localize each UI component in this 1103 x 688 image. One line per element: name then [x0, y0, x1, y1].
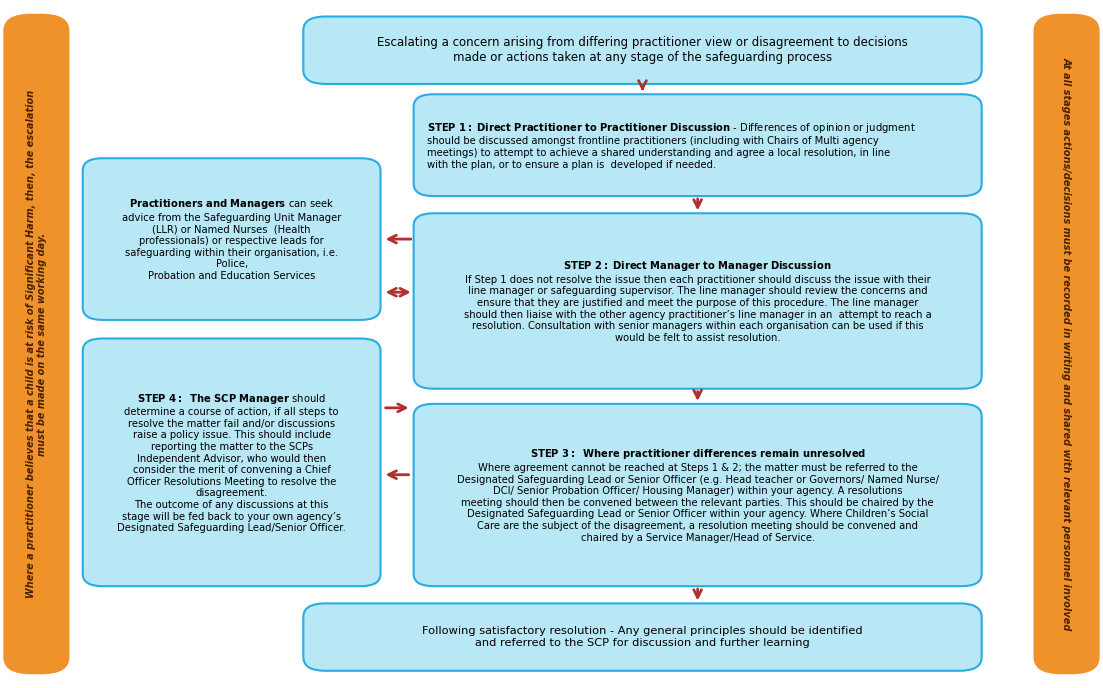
FancyBboxPatch shape — [83, 158, 381, 320]
Text: $\bf{STEP\ 3:\ \ Where\ practitioner\ differences\ remain\ unresolved}$
Where ag: $\bf{STEP\ 3:\ \ Where\ practitioner\ di… — [457, 447, 939, 543]
FancyBboxPatch shape — [414, 213, 982, 389]
Text: $\bf{Practitioners\ and\ Managers}$ can seek
advice from the Safeguarding Unit M: $\bf{Practitioners\ and\ Managers}$ can … — [122, 197, 341, 281]
Text: $\bf{STEP\ 2:\ Direct\ Manager\ to\ Manager\ Discussion}$
If Step 1 does not res: $\bf{STEP\ 2:\ Direct\ Manager\ to\ Mana… — [463, 259, 932, 343]
FancyBboxPatch shape — [1034, 14, 1100, 674]
FancyBboxPatch shape — [414, 404, 982, 586]
Text: $\bf{STEP\ 4:\ \ The\ SCP\ Manager}$ should
determine a course of action, if all: $\bf{STEP\ 4:\ \ The\ SCP\ Manager}$ sho… — [117, 391, 346, 533]
Text: Escalating a concern arising from differing practitioner view or disagreement to: Escalating a concern arising from differ… — [377, 36, 908, 64]
Text: At all stages actions/decisions must be recorded in writing and shared with rele: At all stages actions/decisions must be … — [1061, 57, 1072, 631]
Text: Where a practitioner believes that a child is at risk of Significant Harm, then,: Where a practitioner believes that a chi… — [25, 90, 47, 598]
FancyBboxPatch shape — [303, 17, 982, 84]
FancyBboxPatch shape — [303, 603, 982, 671]
FancyBboxPatch shape — [414, 94, 982, 196]
FancyBboxPatch shape — [83, 338, 381, 586]
Text: Following satisfactory resolution - Any general principles should be identified
: Following satisfactory resolution - Any … — [422, 626, 863, 648]
FancyBboxPatch shape — [3, 14, 69, 674]
Text: $\bf{STEP\ 1:\ Direct\ Practitioner\ to\ Practitioner\ Discussion}$ - Difference: $\bf{STEP\ 1:\ Direct\ Practitioner\ to\… — [427, 121, 915, 169]
